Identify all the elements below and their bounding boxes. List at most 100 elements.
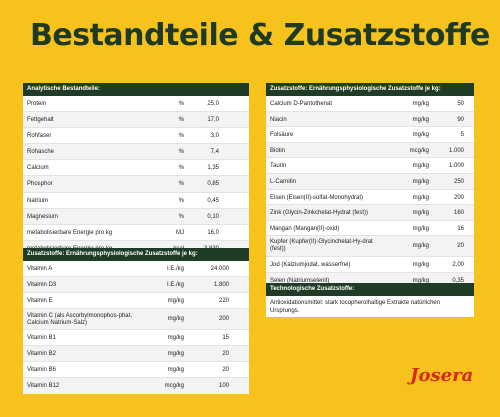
row-name: Vitamin B2 [27,351,56,357]
row-value: 50 [457,101,464,107]
row-name: Selen (Natriumselenit) [270,277,330,284]
row-unit: mg/kg [412,101,429,107]
row-unit: mg/kg [412,178,429,185]
row-name: Rohasche [27,149,55,156]
row-name: Eisen (Eisen(II)-sulfat-Monohydrat) [270,194,364,201]
row-unit: % [178,197,184,204]
row-name: Natrium [27,197,49,204]
row-unit: % [178,149,184,156]
row-unit: I.E./kg [166,266,184,272]
row-value: 200 [453,194,464,201]
table-row: Zink (Glycin-Zinkchelat-Hydrat (fest)) mg… [266,205,474,221]
row-value: 20 [222,367,229,373]
row-value: 15 [222,335,229,341]
row-value: 1.800 [213,282,229,288]
row-name: metabolisierbare Energie pro kg [27,229,113,236]
row-name: Rohfaser [27,133,52,140]
row-unit: MJ [176,229,184,236]
row-name: Vitamin E [27,298,53,304]
table-row: Fettgehalt% 17,0 [23,112,249,129]
row-name: Calcium [27,165,49,172]
row-unit: % [178,213,184,220]
row-unit: % [178,101,184,107]
table-row: Vitamin B2 mg/kg 20 [23,346,249,362]
row-name: Vitamin C (als Ascorbylmonophos-phat, Ca… [27,313,132,326]
row-value: 17,0 [207,117,219,124]
row-value: 160 [453,210,464,217]
table-row: Vitamin A I.E./kg 24.000 [23,261,249,277]
table-row: Vitamin C (als Ascorbylmonophos-phat, Ca… [23,309,249,330]
table-row: Natrium% 0,45 [23,193,249,209]
table-row: Rohfaser% 3,0 [23,128,249,145]
row-name: Taurin [270,163,287,170]
table-row: Taurin mg/kg 1.000 [266,158,474,174]
table-row: Vitamin D3 I.E./kg 1.800 [23,277,249,293]
row-name: Vitamin D3 [27,282,57,288]
row-unit: mcg/kg [164,383,184,389]
table-row: metabolisierbare Energie pro kg MJ 16,0 [23,225,249,241]
row-name: Vitamin B12 [27,383,60,389]
row-value: 1.000 [448,147,464,154]
row-value: 25,0 [207,101,219,107]
row-value: 2,00 [452,262,464,269]
table-row: Mangan (Mangan(II)-oxid) mg/kg 16 [266,221,474,237]
row-name: Phosphor [27,181,53,188]
table-row: Biotin mcg/kg 1.000 [266,142,474,159]
row-name: L-Carnitin [270,178,297,185]
row-unit: % [178,117,184,124]
row-value: 0,85 [207,181,219,188]
row-value: 20 [457,243,464,250]
row-unit: mg/kg [412,116,429,123]
row-value: 24.000 [210,266,229,272]
row-unit: mg/kg [412,194,429,201]
row-name: Biotin [270,147,286,154]
technological-text: Antioxidationsmittel: stark tocopherolha… [270,300,441,314]
table-row: Calcium% 1,35 [23,160,249,177]
table-row: Folsäure mg/kg 5 [266,127,474,143]
row-name: Protein [27,101,47,107]
table-row: Niacin mg/kg 90 [266,111,474,128]
row-value: 90 [457,116,464,123]
row-unit: mg/kg [167,298,184,304]
analytic-header: Analytische Bestandteile: [23,83,249,96]
row-value: 100 [218,383,229,389]
row-value: 20 [222,351,229,357]
row-name: Vitamin A [27,266,53,272]
analytic-constituents-table: Analytische Bestandteile: Protein% 25,0 Fe… [23,83,249,257]
row-name: Vitamin B1 [27,335,56,341]
row-value: 1.000 [448,163,464,170]
row-unit: mg/kg [412,163,429,170]
row-unit: mg/kg [412,277,429,284]
row-name: Mangan (Mangan(II)-oxid) [270,225,340,232]
additives-right-table: Zusatzstoffe: Ernährungsphysiologische Z… [266,83,474,289]
table-row: Jod (Kalziumjodat, wasserfrei) mg/kg 2,00 [266,257,474,273]
row-name: Folsäure [270,132,294,139]
row-unit: mg/kg [167,351,184,357]
row-value: 5 [460,132,464,139]
row-name: Magnesium [27,213,59,220]
table-row: Rohasche% 7,4 [23,144,249,161]
table-row: Calcium D-Pantothenat mg/kg 50 [266,96,474,112]
table-row: Phosphor% 0,85 [23,176,249,193]
row-value: 200 [218,316,229,322]
row-unit: I.E./kg [166,282,184,288]
table-row: L-Carnitin mg/kg 250 [266,173,474,190]
row-unit: mg/kg [412,132,429,139]
row-unit: % [178,181,184,188]
table-row: Kupfer (Kupfer(II)-Glycinchelat-Hy-drat … [266,236,474,258]
row-name: Niacin [270,116,287,123]
row-unit: % [178,133,184,140]
table-row: Vitamin B6 mg/kg 20 [23,362,249,378]
row-name: Vitamin B6 [27,367,56,373]
row-unit: mcg/kg [409,147,429,154]
row-value: 1,35 [207,165,219,172]
row-value: 220 [218,298,229,304]
row-value: 0,35 [452,277,464,284]
row-value: 16,0 [207,229,219,236]
technological-additives-box: Technologische Zusatzstoffe: Antioxidati… [266,283,474,317]
row-value: 7,4 [210,149,219,156]
additives-right-header: Zusatzstoffe: Ernährungsphysiologische Z… [266,83,474,96]
table-row: Protein% 25,0 [23,96,249,113]
row-unit: mg/kg [167,367,184,373]
row-unit: mg/kg [412,243,429,250]
